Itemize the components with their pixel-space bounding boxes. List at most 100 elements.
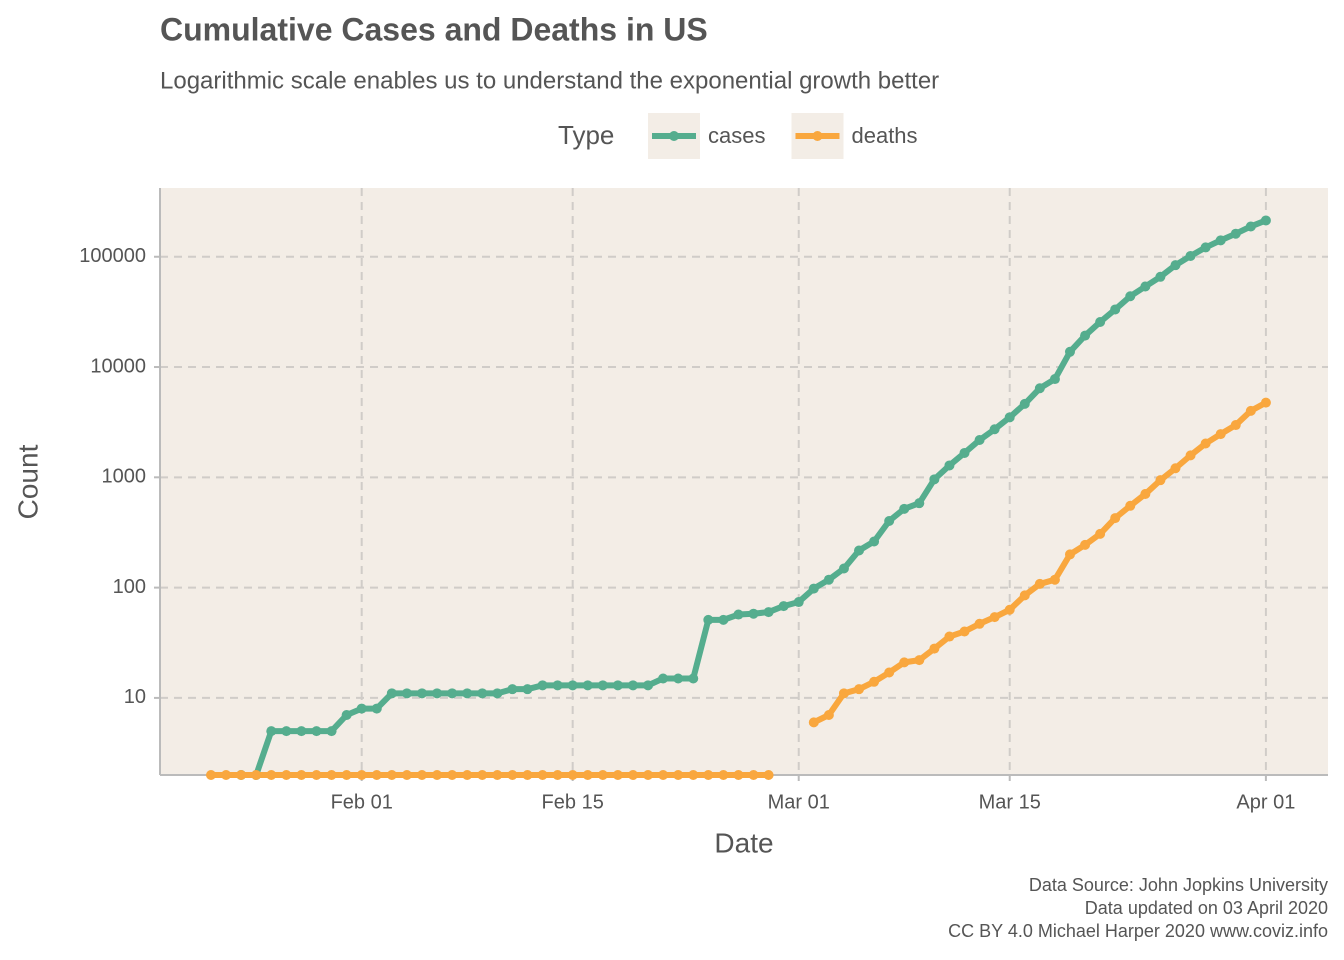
legend-key-point [669, 131, 679, 141]
series-point [658, 673, 669, 684]
series-point [1245, 405, 1256, 416]
series-point [838, 688, 849, 699]
series-point [1019, 590, 1030, 601]
series-point [944, 631, 955, 642]
series-point [869, 536, 880, 547]
series-point [989, 612, 1000, 623]
series-point [221, 770, 232, 780]
series-point [688, 673, 699, 684]
series-point [718, 770, 729, 780]
series-point [944, 460, 955, 471]
series-point [884, 515, 895, 526]
series-point [537, 770, 548, 780]
plot-background [160, 188, 1328, 775]
series-point [899, 657, 910, 668]
series-point [296, 726, 307, 737]
x-tick-label: Feb 01 [331, 791, 393, 813]
chart-title: Cumulative Cases and Deaths in US [160, 11, 708, 47]
series-point [567, 770, 578, 780]
series-point [1185, 450, 1196, 461]
x-tick-label: Feb 15 [542, 791, 604, 813]
series-point [416, 688, 427, 699]
series-point [386, 770, 397, 780]
legend-key-point [812, 131, 823, 141]
x-tick-label: Mar 15 [979, 791, 1041, 813]
series-point [356, 770, 367, 780]
series-point [281, 770, 292, 780]
series-point [763, 607, 774, 618]
legend-label: cases [708, 123, 765, 148]
series-point [266, 770, 277, 780]
series-point [597, 770, 608, 780]
series-point [627, 680, 638, 691]
series-point [959, 447, 970, 458]
caption: Data Source: John Jopkins University [1029, 875, 1328, 895]
series-point [1260, 397, 1271, 408]
series-point [1260, 215, 1271, 226]
series-point [1004, 604, 1015, 615]
series-point [401, 688, 412, 699]
series-point [462, 688, 473, 699]
series-point [447, 770, 458, 780]
series-point [688, 770, 699, 780]
series-point [1125, 500, 1136, 511]
series-point [914, 498, 925, 509]
series-point [733, 609, 744, 620]
series-point [1064, 549, 1075, 560]
series-point [1215, 235, 1226, 246]
series-point [371, 703, 382, 714]
series-point [1034, 578, 1045, 589]
series-point [582, 680, 593, 691]
y-axis-label: Count [12, 444, 43, 519]
series-point [522, 770, 533, 780]
series-point [492, 688, 503, 699]
series-point [1215, 429, 1226, 440]
chart-subtitle: Logarithmic scale enables us to understa… [160, 67, 939, 94]
series-point [1155, 271, 1166, 282]
series-point [763, 770, 774, 780]
series-point [507, 770, 518, 780]
series-point [929, 474, 940, 485]
series-point [1170, 260, 1181, 271]
series-point [462, 770, 473, 780]
series-point [251, 770, 262, 780]
series-point [281, 726, 292, 737]
series-point [1110, 513, 1121, 524]
series-point [1155, 475, 1166, 486]
series-point [1245, 221, 1256, 232]
series-point [1125, 291, 1136, 302]
series-point [869, 676, 880, 687]
series-point [477, 688, 488, 699]
series-point [974, 435, 985, 446]
series-point [341, 709, 352, 720]
x-axis-label: Date [714, 827, 773, 858]
series-point [884, 667, 895, 678]
y-tick-label: 100 [113, 576, 146, 598]
y-tick-label: 10 [124, 686, 146, 708]
series-point [1095, 317, 1106, 328]
series-point [311, 770, 322, 780]
series-point [507, 684, 518, 695]
series-point [733, 770, 744, 780]
series-point [974, 618, 985, 629]
series-point [959, 626, 970, 637]
series-point [1049, 574, 1060, 585]
series-point [1230, 420, 1241, 431]
series-point [1185, 250, 1196, 261]
x-tick-label: Mar 01 [768, 791, 830, 813]
series-point [386, 688, 397, 699]
series-point [823, 574, 834, 585]
series-point [432, 688, 443, 699]
series-point [854, 545, 865, 556]
series-point [673, 770, 684, 780]
series-point [341, 770, 352, 780]
series-point [326, 770, 337, 780]
series-point [838, 563, 849, 574]
series-point [236, 770, 247, 780]
series-point [1049, 374, 1060, 385]
series-point [567, 680, 578, 691]
series-point [808, 583, 819, 594]
series-point [206, 770, 216, 780]
series-point [673, 673, 684, 684]
series-point [989, 424, 1000, 435]
